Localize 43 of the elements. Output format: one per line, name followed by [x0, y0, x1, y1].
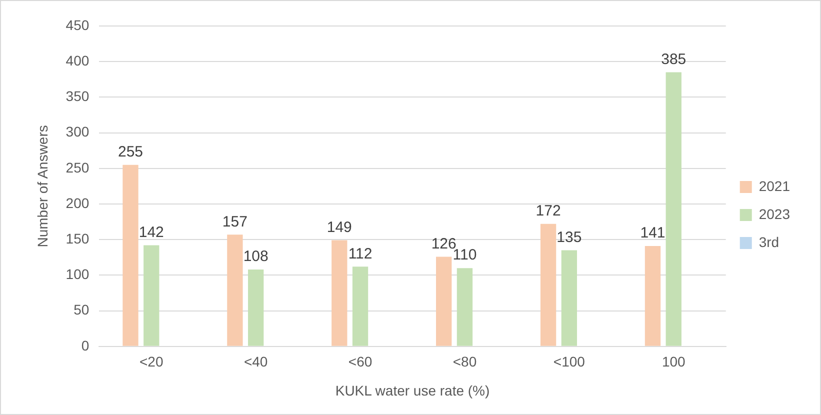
data-label: 135 [556, 228, 582, 246]
x-tick-label: <40 [244, 354, 268, 370]
bar [561, 250, 578, 346]
legend-label: 2023 [758, 206, 790, 222]
x-tick-label: <60 [348, 354, 372, 370]
x-tick-label: <100 [553, 354, 586, 370]
bar [122, 164, 138, 346]
data-label: 157 [222, 213, 248, 230]
y-tick-label: 200 [66, 194, 90, 211]
bar [248, 270, 264, 346]
x-tick-label: 100 [662, 354, 686, 370]
data-label: 385 [661, 50, 686, 68]
bar [332, 240, 348, 346]
data-label: 112 [348, 245, 372, 262]
data-label: 149 [326, 218, 352, 236]
bar [666, 72, 682, 346]
x-axis-title: KUKL water use rate (%) [335, 382, 490, 398]
y-tick-label: 50 [74, 302, 90, 318]
legend-label: 2021 [758, 178, 790, 194]
y-tick-label: 250 [66, 159, 90, 176]
x-tick-label: <20 [140, 354, 164, 370]
y-axis-title: Number of Answers [34, 125, 50, 248]
y-tick-label: 100 [66, 266, 90, 282]
data-label: 142 [138, 224, 164, 241]
y-tick-label: 0 [81, 337, 90, 354]
bar [436, 256, 452, 346]
y-tick-label: 300 [66, 124, 90, 140]
y-tick-label: 150 [66, 230, 90, 246]
bar [540, 224, 556, 346]
bar [352, 266, 368, 346]
x-tick-label: <80 [452, 354, 477, 370]
data-label: 108 [243, 248, 268, 266]
y-tick-label: 350 [66, 88, 90, 104]
bar [144, 245, 160, 346]
bar [227, 234, 243, 346]
data-label: 172 [536, 202, 561, 220]
y-tick-label: 450 [66, 16, 90, 33]
bar [644, 246, 661, 346]
bar [456, 268, 473, 346]
data-label: 255 [118, 143, 144, 160]
legend-label: 3rd [758, 234, 780, 250]
data-label: 141 [640, 224, 666, 242]
y-tick-label: 400 [66, 52, 90, 68]
